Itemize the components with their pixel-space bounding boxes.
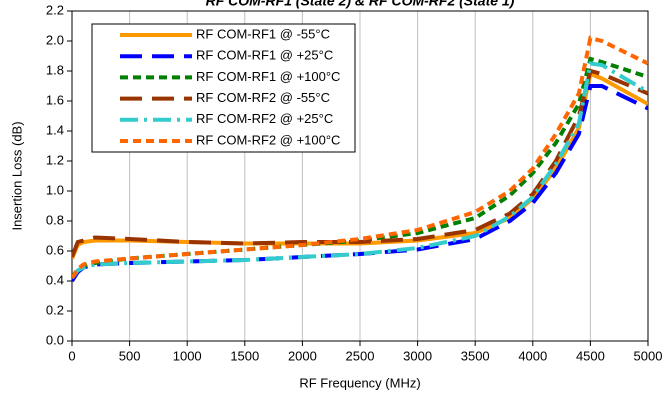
series-line [72,61,648,280]
x-tick-label: 0 [68,348,75,363]
y-tick-label: 0.4 [46,272,64,287]
legend-label: RF COM-RF2 @ +25°C [196,111,333,126]
x-tick-label: 4000 [518,348,547,363]
legend-label: RF COM-RF2 @ -55°C [196,90,330,105]
x-tick-label: 2500 [346,348,375,363]
x-tick-label: 3500 [461,348,490,363]
legend-box [91,23,356,153]
x-tick-label: 4500 [576,348,605,363]
y-tick-label: 1.0 [46,182,64,197]
legend-label: RF COM-RF1 @ +100°C [196,69,340,84]
x-tick-label: 1000 [173,348,202,363]
y-tick-label: 1.6 [46,92,64,107]
legend-label: RF COM-RF2 @ +100°C [196,132,340,147]
y-tick-label: 0.0 [46,332,64,347]
chart-title: RF COM-RF1 (State 2) & RF COM-RF2 (State… [206,0,515,9]
x-tick-label: 3000 [403,348,432,363]
y-tick-label: 1.2 [46,152,64,167]
x-tick-label: 2000 [288,348,317,363]
legend-label: RF COM-RF1 @ -55°C [196,26,330,41]
x-tick-label: 500 [119,348,141,363]
y-tick-label: 1.8 [46,62,64,77]
y-tick-label: 2.2 [46,2,64,17]
legend-label: RF COM-RF1 @ +25°C [196,48,333,63]
y-tick-label: 0.2 [46,302,64,317]
x-tick-label: 1500 [230,348,259,363]
y-tick-label: 0.8 [46,212,64,227]
y-tick-label: 2.0 [46,32,64,47]
x-axis-label: RF Frequency (MHz) [299,375,420,390]
series-line [72,35,648,280]
plot-frame [71,10,649,342]
y-tick-label: 0.6 [46,242,64,257]
y-tick-label: 1.4 [46,122,64,137]
x-tick-label: 5000 [634,348,663,363]
series-line [72,68,648,258]
y-axis-label: Insertion Loss (dB) [9,121,24,230]
